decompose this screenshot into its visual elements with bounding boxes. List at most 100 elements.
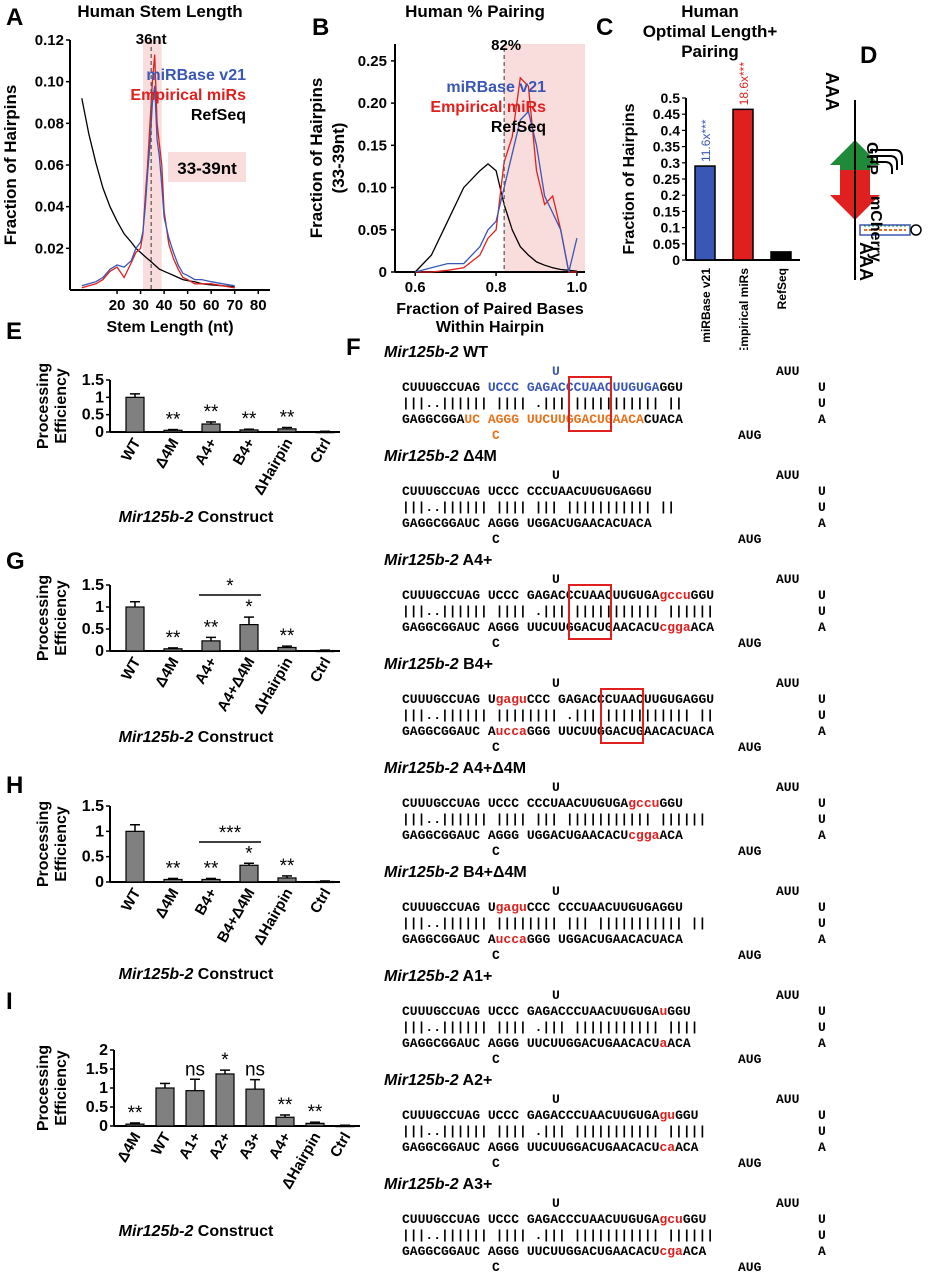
construct-title: Mir125b-2 Δ4M [384,448,497,466]
sequence-segment: GAGGCGGAUC A [402,724,496,739]
strand-end-top: U [818,484,826,499]
loop-end: AUG [738,844,762,859]
bottom-strand: GAGGCGGAUC AuccaGGG UGGACUGAACACUACA [402,932,683,947]
mature-strand-3p: UC AGGG UUCUUGGACUGAACA [464,412,644,427]
y-tick-label: 1 [95,599,104,616]
mutated-bases: ucca [495,724,527,739]
y-tick-label: 0.10 [35,74,64,91]
construct-title: Mir125b-2 A1+ [384,968,492,986]
highlight-band [504,44,585,272]
y-axis-label: Processing [35,575,52,661]
sequence-segment: GAGGCGGAUC AGGG UUCUUGGACUGAACACU [402,620,660,635]
sequence-segment: CUUUGCCUAG UCCC CCCUAACUUGUGA [402,796,629,811]
x-tick-label: 1.0 [566,279,587,296]
y-tick-label: 0.5 [82,621,104,638]
strand-end-bottom: A [818,516,826,531]
bulge-base: C [492,1052,500,1067]
sequence-segment: CUUUGCCUAG UCCC GAGACCCUAACUUGUGA [402,1212,660,1227]
sequence-segment: CUUUGCCUAG UCCC CCCUAACUUGUGAGGU [402,484,652,499]
y-tick-label: 0 [672,252,680,268]
significance-label: ** [204,617,219,638]
x-axis-title: Mir125b-2 Construct [119,509,274,526]
x-tick-label: Ctrl [307,655,335,686]
bar [694,165,716,261]
y-tick-label: 0 [95,874,104,891]
strand-end-bottom: A [818,932,826,947]
base-pairing: |||..|||||| |||| ||| ||||||||||| |||||| [402,812,707,827]
mutated-bases: cgga [628,828,660,843]
bidirectional-promoter-icon [870,149,903,174]
sequence-segment: GAGGCGGAUC AGGG UGGACUGAACACUACA [402,516,652,531]
significance-label: ** [128,1103,143,1124]
bottom-strand: GAGGCGGAUC AGGG UGGACUGAACACUACA [402,516,652,531]
strand-end-mid: U [818,604,826,619]
processing-efficiency-chart-i: 00.511.52**Δ4M WTnsA1+*A2+nsA3+**A4+**ΔHa… [35,1042,360,1240]
y-axis-label: Processing [35,801,52,887]
sequence-segment: CUACA [643,412,683,427]
loop-unpaired-base: U [552,884,560,899]
panel-label-c: C [596,14,614,41]
loop-tail: AUU [776,884,800,899]
base-pairing: |||..|||||| |||||||| .||| ||||||||||| || [402,708,715,723]
construct-name: A1+ [458,968,493,985]
x-tick-label: A4+ [266,1129,295,1162]
sequence-segment: GGG UGGACUGAACACUACA [526,932,683,947]
construct-block: Mir125b-2 A2+ U AUU CUUUGCCUAG UCCC GAGACCC… [384,1072,922,1176]
construct-title: Mir125b-2 B4+Δ4M [384,864,527,882]
strand-end-bottom: A [818,1140,826,1155]
sequence-segment: GGU [659,796,683,811]
loop-tail: AUU [776,468,800,483]
y-tick-label: 0.10 [358,180,387,197]
legend-entry: RefSeq [191,107,246,124]
highlight-band [142,40,162,290]
legend-entry: miRBase v21 [446,79,546,96]
bar [277,428,297,433]
loop-tail: AUU [776,676,800,691]
base-pairing: |||..|||||| |||| .||| ||||||||||| ||||| [402,1124,707,1139]
panel-c-title-line2: Optimal Length+ [642,22,778,41]
bar [770,251,792,261]
y-tick-label: 0.5 [86,1099,108,1116]
y-tick-label: 0.35 [653,139,680,155]
loop-end: AUG [738,1052,762,1067]
construct-title: Mir125b-2 A2+ [384,1072,492,1090]
top-strand: CUUUGCCUAG UCCC CCCUAACUUGUGAGGU [402,484,652,499]
sequence-segment: CUUUGCCUAG U [402,692,496,707]
sequence-segment: CCC CCCUAACUUGUGAGGU [526,900,683,915]
mutated-bases: gagu [495,692,527,707]
bulge-base: C [492,428,500,443]
loop-tail: AUU [776,1092,800,1107]
significance-label: ** [242,409,257,430]
sequence-segment: GAGGCGGAUC AGGG UUCUUGGACUGAACACU [402,1244,660,1259]
sequence-segment: GAGGCGGAUC AGGG UUCUUGGACUGAACACU [402,1140,660,1155]
bottom-strand: GAGGCGGAUC AGGG UUCUUGGACUGAACACUACA [402,412,683,427]
construct-title: Mir125b-2 B4+ [384,656,493,674]
legend-entry: Empirical miRs [130,87,246,104]
range-label: 33-39nt [177,159,237,178]
base-pairing: |||..|||||| |||| .||| ||||||||||| |||||| [402,1228,715,1243]
gene-name: Mir125b-2 [384,552,459,569]
bar [732,108,754,261]
strand-end-top: U [818,692,826,707]
y-tick-label: 0.05 [653,236,680,252]
significance-label: * [221,1050,229,1071]
hairpin-icon [859,224,922,236]
x-tick-label: WT [118,655,144,684]
construct-name: B4+ [458,656,493,673]
panel-label-f: F [346,334,361,361]
construct-block: Mir125b-2 B4+Δ4M U AUU CUUUGCCUAG UgaguCCC … [384,864,922,968]
bracket-significance-label: *** [219,823,242,844]
y-tick-label: 0 [99,1118,108,1135]
panel-label-d: D [860,42,878,69]
x-tick-label: WT [118,436,144,465]
y-axis-label-2: Efficiency [53,580,70,656]
construct-block: Mir125b-2 B4+ U AUU CUUUGCCUAG UgaguCCC GAG… [384,656,922,760]
y-tick-label: 0.15 [653,203,680,219]
peak-label: 82% [491,37,521,54]
x-tick-label: 40 [156,297,173,314]
bar [215,1073,235,1127]
sequence-segment: GAGGCGGAUC AGGG UGGACUGAACACU [402,828,629,843]
top-strand: CUUUGCCUAG UCCC GAGACCCUAACUUGUGAgccuGGU [402,588,714,603]
sequence-segment: CUUUGCCUAG U [402,900,496,915]
optimal-bar-chart: 00.050.10.150.20.250.30.350.40.450.5 miRB… [621,62,800,350]
